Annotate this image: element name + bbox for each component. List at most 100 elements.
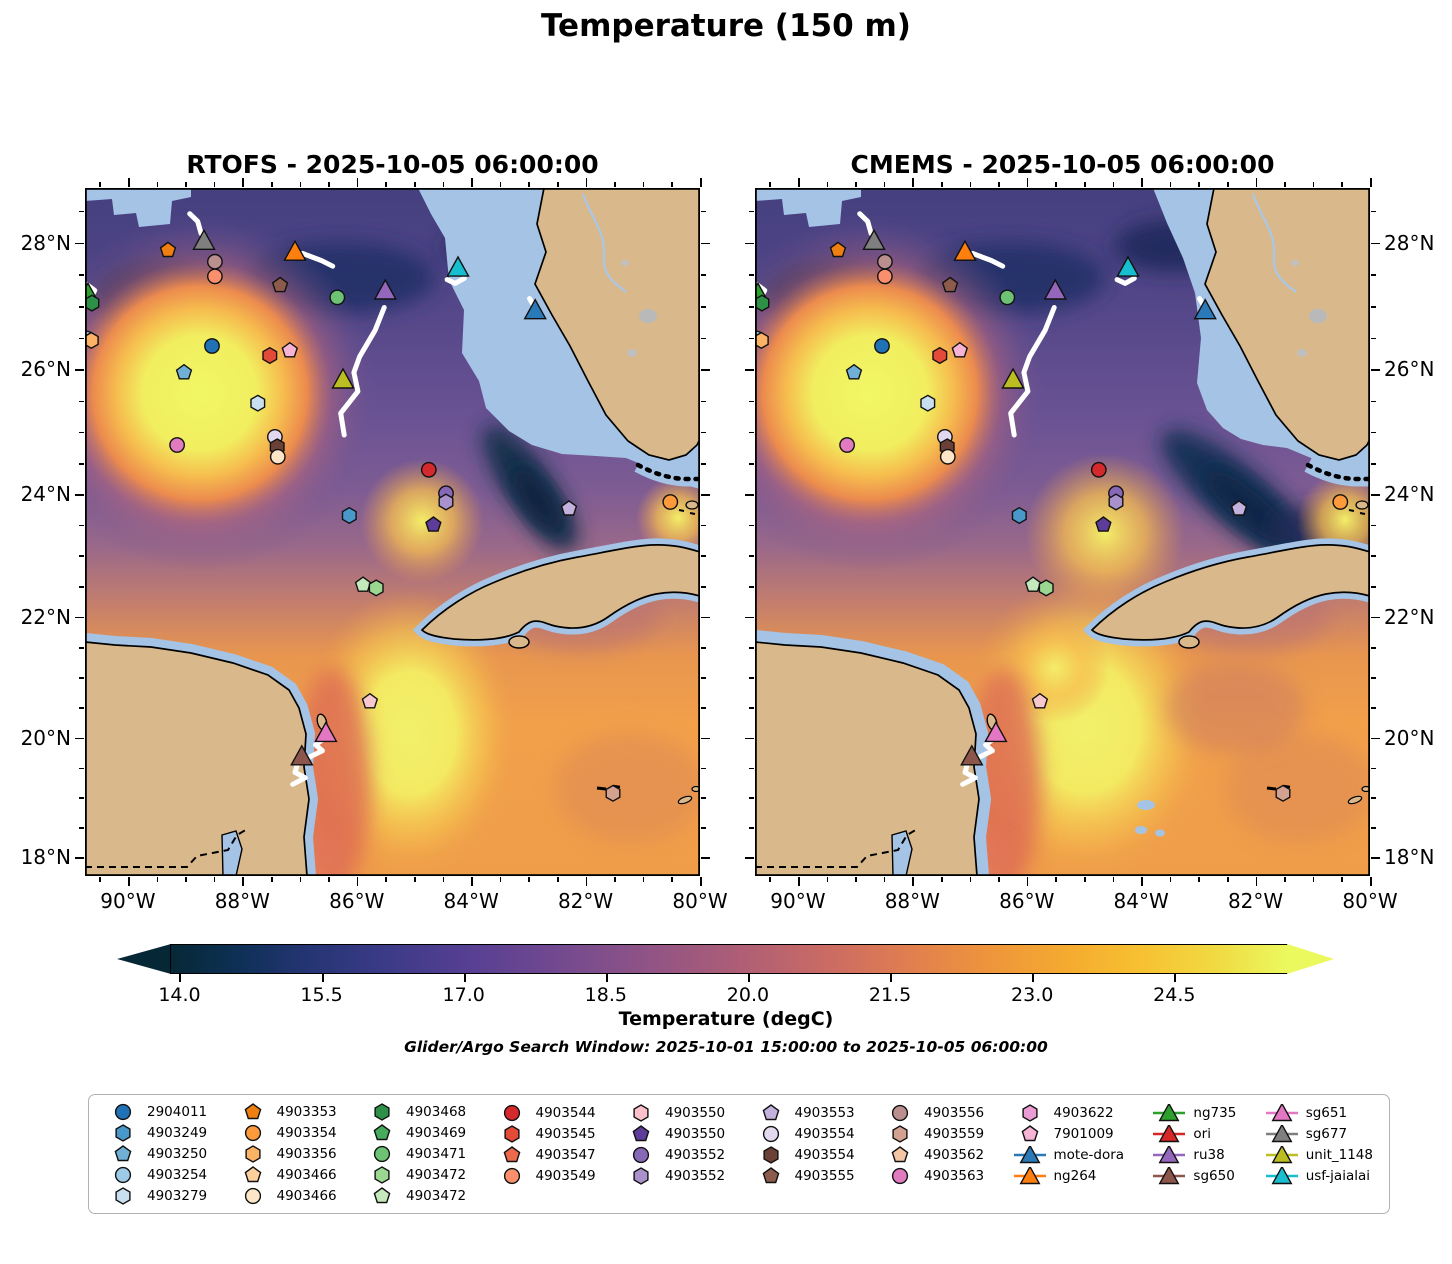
axis-tick-minor [1083, 182, 1086, 187]
axis-tick-minor [701, 767, 706, 770]
circle-marker-icon [364, 1145, 400, 1163]
axis-tick-major [1370, 178, 1372, 187]
axis-tick-minor [213, 877, 216, 882]
triangle-marker-icon [1264, 1145, 1300, 1164]
lat-tick-label: 18°N [20, 845, 71, 870]
axis-tick-minor [1371, 431, 1376, 434]
legend-item-label: unit_1148 [1305, 1146, 1373, 1163]
legend-item-4903555: 4903555 [753, 1165, 855, 1186]
axis-tick-major [1371, 737, 1380, 740]
marker-ru38 [373, 278, 397, 300]
axis-tick-minor [749, 462, 754, 465]
legend-item-ng735: ng735 [1151, 1102, 1236, 1123]
colorbar-tick-label: 24.5 [1153, 984, 1196, 1006]
ru38-track [338, 305, 387, 438]
axis-tick-minor [998, 877, 1000, 882]
triangle-glyph [1158, 1166, 1180, 1184]
legend-item-4903250: 4903250 [105, 1144, 207, 1165]
hexagon-glyph [1021, 1103, 1038, 1122]
marker-4903354 [1332, 494, 1349, 510]
axis-tick-major [1371, 493, 1380, 496]
axis-tick-minor [79, 555, 84, 558]
axis-tick-minor [556, 877, 559, 882]
marker-4903556 [206, 253, 223, 270]
marker-sg651 [314, 720, 338, 743]
axis-tick-major [1370, 877, 1372, 886]
legend-column: 4903544 4903545 4903547 4903549 [494, 1102, 596, 1206]
circle-glyph [762, 1125, 779, 1142]
lon-tick-label: 80°W [672, 889, 728, 913]
legend-item-4903472: 4903472 [364, 1185, 466, 1206]
axis-tick-minor [1169, 182, 1172, 187]
legend-item-4903471: 4903471 [364, 1144, 466, 1165]
axis-tick-minor [940, 877, 943, 882]
legend-item-label: 4903555 [794, 1167, 855, 1184]
hexagon-marker-icon [882, 1124, 918, 1143]
legend-item-4903466: 4903466 [235, 1164, 337, 1185]
marker-4903471 [999, 289, 1016, 306]
axis-tick-minor [642, 877, 645, 882]
legend-item-4903468: 4903468 [364, 1102, 466, 1123]
triangle-glyph [1271, 1124, 1293, 1142]
axis-tick-minor [99, 877, 101, 882]
axis-tick-major [912, 877, 914, 886]
triangle-glyph [1158, 1145, 1180, 1163]
colorbar-min-arrow [117, 944, 171, 974]
marker-4903550 [425, 516, 442, 532]
hexagon-marker-icon [364, 1103, 400, 1122]
legend-item-label: 4903553 [794, 1104, 855, 1121]
marker-4903468 [85, 294, 100, 312]
legend-item-label: 4903622 [1053, 1104, 1114, 1121]
legend-item-4903549: 4903549 [494, 1165, 596, 1186]
pentagon-marker-icon [235, 1103, 271, 1121]
map-panel-rtofs [85, 188, 700, 876]
pentagon-glyph [632, 1124, 650, 1141]
colorbar-tick [321, 974, 324, 982]
legend-item-4903556: 4903556 [882, 1102, 984, 1123]
axis-tick-minor [749, 677, 754, 679]
marker-4903472 [354, 576, 372, 592]
triangle-glyph [1019, 1166, 1040, 1184]
marker-mote-dora [523, 298, 547, 320]
legend-item-label: 7901009 [1053, 1125, 1114, 1142]
axis-tick-minor [749, 431, 754, 434]
legend-item-label: 4903554 [794, 1146, 855, 1163]
pentagon-glyph [762, 1166, 779, 1183]
marker-4903472 [1038, 579, 1054, 597]
marker-7901009 [1031, 692, 1049, 709]
axis-tick-minor [614, 877, 616, 882]
axis-tick-minor [701, 555, 706, 558]
hexagon-marker-icon [235, 1145, 271, 1163]
sg677-track [187, 211, 204, 237]
axis-tick-major [701, 616, 710, 619]
pentagon-marker-icon [623, 1124, 659, 1143]
marker-4903466 [269, 448, 286, 465]
legend-item-label: 4903550 [665, 1125, 726, 1142]
colorbar-tick-label: 15.5 [300, 984, 343, 1006]
hexagon-glyph [762, 1145, 779, 1164]
search-window-subtitle: Glider/Argo Search Window: 2025-10-01 15… [404, 1038, 1048, 1056]
marker-sg650 [960, 744, 984, 766]
axis-tick-major [797, 178, 800, 187]
axis-tick-minor [270, 182, 273, 187]
circle-glyph [244, 1125, 261, 1142]
legend-item-4903550: 4903550 [623, 1123, 725, 1144]
axis-tick-minor [940, 182, 943, 187]
lat-tick-label: 28°N [1384, 230, 1435, 255]
legend-item-ng264: ng264 [1012, 1165, 1125, 1186]
axis-tick-major [1371, 616, 1380, 619]
legend-item-label: 4903466 [276, 1187, 337, 1204]
legend-item-4903563: 4903563 [882, 1165, 984, 1186]
marker-4903553 [1230, 500, 1248, 516]
legend-column: 4903622 7901009 mote-dora ng264 [1012, 1102, 1125, 1206]
legend-item-label: ng735 [1193, 1104, 1237, 1121]
axis-tick-major [701, 857, 710, 859]
axis-tick-minor [1226, 182, 1229, 187]
axis-tick-major [1371, 857, 1380, 859]
circle-marker-icon [623, 1146, 659, 1164]
axis-tick-minor [749, 337, 754, 340]
axis-tick-major [242, 877, 244, 886]
axis-tick-minor [1371, 586, 1376, 588]
legend-item-label: sg651 [1305, 1104, 1348, 1121]
